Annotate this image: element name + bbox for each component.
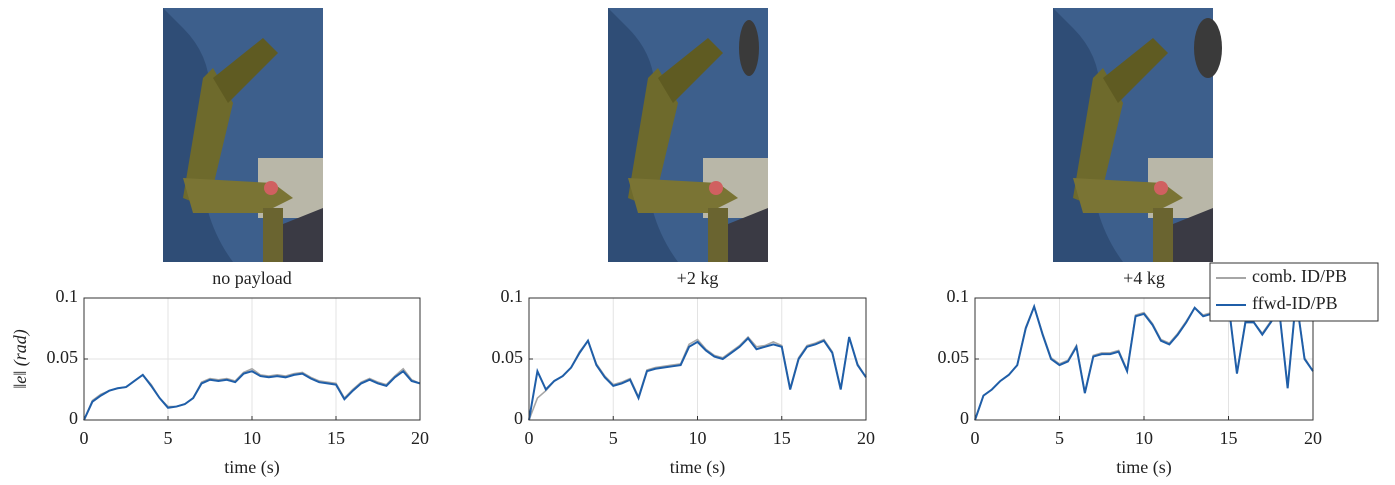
series-line: [528, 336, 867, 421]
x-tick-label: 10: [243, 428, 261, 448]
y-tick-label: 0: [960, 408, 969, 428]
photo-no-payload: [163, 8, 323, 262]
series-line: [974, 297, 1314, 421]
legend-label: comb. ID/PB: [1252, 266, 1347, 286]
photo-4kg: [1053, 8, 1213, 262]
y-tick-label: 0: [69, 408, 78, 428]
chart-title: +2 kg: [677, 268, 719, 288]
x-tick-label: 5: [1055, 428, 1064, 448]
x-axis-label: time (s): [670, 457, 726, 478]
y-tick-label: 0.05: [938, 347, 970, 367]
payload-disk: [739, 20, 759, 76]
y-tick-label: 0.1: [947, 286, 970, 306]
payload-disk: [1194, 18, 1222, 78]
y-axis-label: ‖e‖ (rad): [10, 329, 31, 389]
x-tick-label: 10: [1135, 428, 1153, 448]
x-tick-label: 0: [525, 428, 534, 448]
x-tick-label: 20: [857, 428, 875, 448]
y-tick-label: 0.05: [47, 347, 79, 367]
x-tick-label: 10: [689, 428, 707, 448]
x-tick-label: 20: [411, 428, 429, 448]
plot-frame: [83, 297, 421, 421]
x-tick-label: 15: [1220, 428, 1238, 448]
y-tick-label: 0.1: [56, 286, 79, 306]
x-tick-label: 5: [164, 428, 173, 448]
legend-box: [1209, 262, 1379, 322]
chart-title: +4 kg: [1123, 268, 1165, 288]
x-tick-label: 0: [971, 428, 980, 448]
x-tick-label: 15: [327, 428, 345, 448]
x-axis-label: time (s): [224, 457, 280, 478]
x-tick-label: 5: [609, 428, 618, 448]
plot-frame: [528, 297, 867, 421]
y-tick-label: 0.05: [492, 347, 524, 367]
y-tick-label: 0: [514, 408, 523, 428]
y-tick-label: 0.1: [501, 286, 524, 306]
x-axis-label: time (s): [1116, 457, 1172, 478]
plot-frame: [974, 297, 1314, 421]
x-tick-label: 0: [80, 428, 89, 448]
x-tick-label: 20: [1304, 428, 1322, 448]
series-line: [83, 369, 421, 421]
chart-title: no payload: [212, 268, 291, 288]
x-tick-label: 15: [773, 428, 791, 448]
legend-label: ffwd-ID/PB: [1252, 293, 1338, 313]
